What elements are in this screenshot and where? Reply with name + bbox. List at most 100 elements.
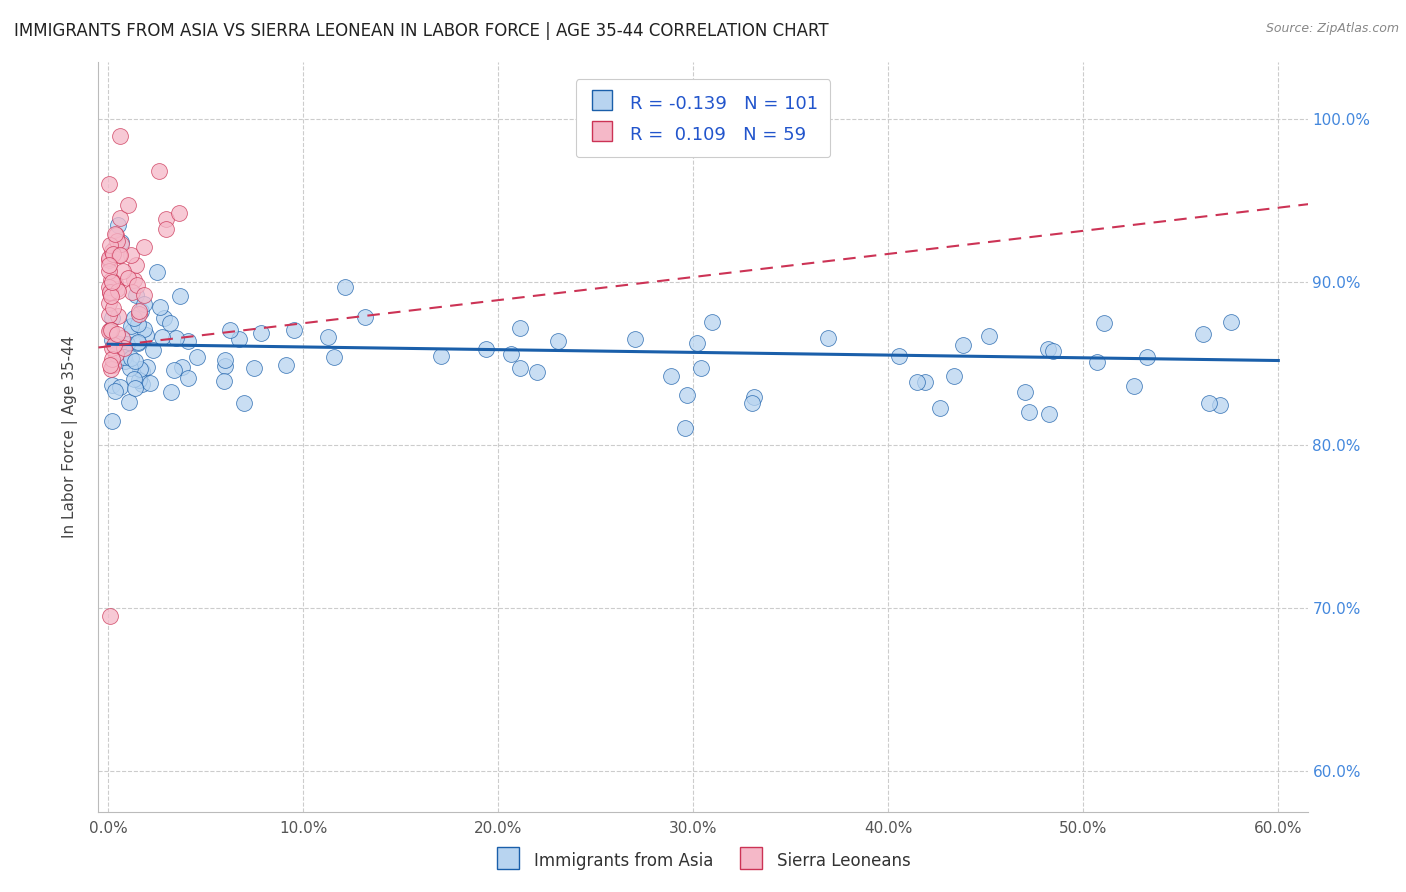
Point bbox=[323, 350, 346, 364]
Point bbox=[124, 353, 146, 368]
Point bbox=[817, 330, 839, 344]
Point bbox=[104, 384, 127, 398]
Point bbox=[125, 288, 148, 302]
Point bbox=[134, 296, 156, 310]
Point bbox=[274, 358, 297, 372]
Point bbox=[624, 332, 647, 346]
Point bbox=[214, 359, 236, 373]
Point bbox=[243, 361, 266, 376]
Point bbox=[100, 323, 122, 337]
Point bbox=[146, 265, 169, 279]
Point bbox=[101, 358, 124, 372]
Point bbox=[676, 388, 699, 402]
Point bbox=[104, 227, 127, 242]
Point bbox=[98, 308, 121, 322]
Point bbox=[250, 326, 273, 341]
Point bbox=[103, 337, 125, 351]
Point bbox=[101, 333, 124, 347]
Point bbox=[103, 301, 125, 315]
Point bbox=[120, 360, 142, 375]
Point bbox=[547, 334, 569, 348]
Point bbox=[1094, 316, 1116, 330]
Point bbox=[101, 247, 124, 261]
Point bbox=[105, 347, 128, 361]
Point bbox=[1123, 379, 1146, 393]
Point bbox=[219, 323, 242, 337]
Point bbox=[117, 198, 139, 212]
Point bbox=[110, 235, 132, 249]
Point bbox=[105, 234, 128, 248]
Point bbox=[98, 296, 121, 310]
Point bbox=[1209, 399, 1232, 413]
Point bbox=[170, 359, 193, 374]
Point bbox=[101, 414, 124, 428]
Point bbox=[98, 325, 121, 339]
Point bbox=[98, 252, 121, 267]
Point bbox=[98, 238, 121, 252]
Point bbox=[117, 271, 139, 285]
Point bbox=[132, 240, 155, 254]
Point bbox=[163, 362, 186, 376]
Point bbox=[101, 275, 124, 289]
Point bbox=[509, 321, 531, 335]
Point bbox=[101, 341, 124, 355]
Point bbox=[125, 277, 148, 292]
Point bbox=[100, 289, 122, 303]
Point bbox=[127, 336, 149, 351]
Point bbox=[100, 362, 122, 376]
Point bbox=[108, 128, 131, 143]
Point bbox=[124, 273, 146, 287]
Point bbox=[108, 379, 131, 393]
Point bbox=[150, 330, 173, 344]
Point bbox=[232, 396, 254, 410]
Point bbox=[131, 364, 153, 378]
Point bbox=[354, 310, 377, 324]
Point bbox=[108, 211, 131, 225]
Point bbox=[283, 323, 305, 337]
Point bbox=[165, 331, 187, 345]
Point bbox=[100, 244, 122, 258]
Point bbox=[124, 381, 146, 395]
Point bbox=[108, 247, 131, 261]
Point bbox=[474, 342, 496, 356]
Point bbox=[100, 273, 122, 287]
Point bbox=[121, 285, 143, 300]
Point bbox=[134, 322, 156, 336]
Legend: R = -0.139   N = 101, R =  0.109   N = 59: R = -0.139 N = 101, R = 0.109 N = 59 bbox=[575, 79, 831, 157]
Point bbox=[111, 331, 134, 345]
Point bbox=[128, 303, 150, 318]
Point bbox=[100, 285, 122, 300]
Point bbox=[686, 336, 709, 351]
Y-axis label: In Labor Force | Age 35-44: In Labor Force | Age 35-44 bbox=[62, 336, 77, 538]
Point bbox=[107, 284, 129, 298]
Point bbox=[169, 289, 191, 303]
Point bbox=[152, 310, 174, 325]
Point bbox=[135, 327, 157, 342]
Point bbox=[659, 369, 682, 384]
Point bbox=[112, 342, 135, 356]
Point bbox=[673, 421, 696, 435]
Point bbox=[108, 337, 131, 351]
Point bbox=[107, 326, 129, 341]
Point bbox=[1198, 396, 1220, 410]
Point bbox=[120, 318, 142, 333]
Point bbox=[128, 362, 150, 376]
Text: IMMIGRANTS FROM ASIA VS SIERRA LEONEAN IN LABOR FORCE | AGE 35-44 CORRELATION CH: IMMIGRANTS FROM ASIA VS SIERRA LEONEAN I… bbox=[14, 22, 828, 40]
Point bbox=[1038, 342, 1060, 356]
Point bbox=[127, 335, 149, 350]
Point bbox=[741, 396, 763, 410]
Point bbox=[1014, 385, 1036, 400]
Point bbox=[125, 258, 148, 272]
Point bbox=[101, 311, 124, 326]
Point bbox=[155, 212, 177, 227]
Point bbox=[128, 307, 150, 321]
Point bbox=[177, 370, 200, 384]
Point bbox=[889, 349, 911, 363]
Point bbox=[176, 334, 198, 348]
Point bbox=[98, 177, 121, 191]
Point bbox=[98, 285, 121, 300]
Point bbox=[943, 369, 966, 384]
Point bbox=[127, 317, 149, 331]
Point bbox=[132, 288, 155, 302]
Point bbox=[131, 376, 153, 391]
